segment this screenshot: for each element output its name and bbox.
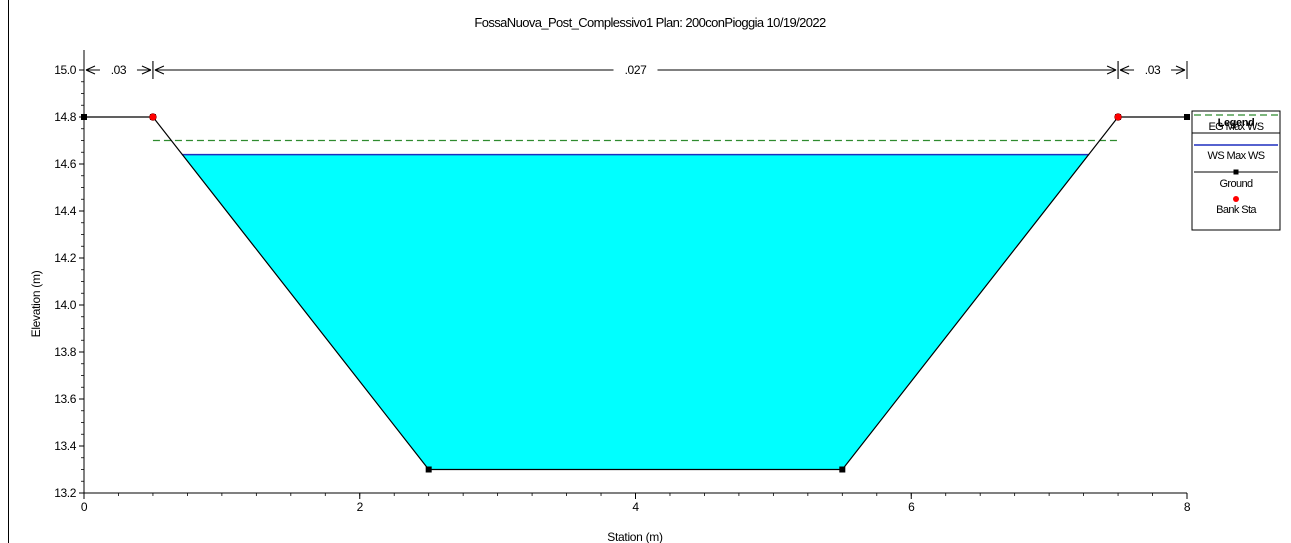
bank-station-marker [1114,113,1122,121]
x-tick-label: 2 [357,500,364,514]
bank-station-marker [149,113,157,121]
ground-line [84,116,1187,471]
legend-entry-label: WS Max WS [1208,150,1265,162]
legend-entry-label: EG Max WS [1208,121,1263,133]
y-tick-label: 14.4 [54,204,76,218]
manning-n-arrowhead [1119,65,1130,75]
legend-entry-label: Ground [1219,178,1253,190]
axes: 13.2 13.4 13.6 13.8 14.0 14.2 14.4 14.6 14.8 15.0… [54,50,1191,514]
manning-n-arrowhead [1106,65,1117,75]
manning-n-arrowhead [1175,65,1186,75]
y-tick-label: 13.6 [54,392,76,406]
y-tick-label: 13.2 [54,486,76,500]
water-fill [181,154,1090,470]
x-tick-label: 4 [632,500,639,514]
manning-n-arrowhead [85,65,96,75]
ground-point-marker [839,466,846,473]
ground-point-marker [1184,114,1190,120]
x-tick-label: 6 [908,500,915,514]
manning-n-label: .03 [1145,63,1161,77]
y-tick-label: 14.2 [54,251,76,265]
manning-n-arrowhead [154,65,165,75]
legend-entry-label: Bank Sta [1216,204,1257,216]
legend-swatch-marker [1233,196,1239,202]
x-tick-label: 8 [1184,500,1191,514]
y-tick-label: 13.4 [54,439,76,453]
chart-title: FossaNuova_Post_Complessivo1 Plan: 200co… [474,15,826,30]
y-tick-label: 15.0 [54,63,76,77]
manning-n-arrowhead [141,65,152,75]
manning-n-label: .027 [625,63,647,77]
y-tick-label: 14.6 [54,157,76,171]
y-axis-label: Elevation (m) [29,270,43,337]
x-axis-label: Station (m) [607,530,663,543]
y-tick-label: 14.0 [54,298,76,312]
manning-n-annotations: .03 .027 .03 [83,61,1188,79]
y-tick-label: 14.8 [54,110,76,124]
ground-point-marker [425,466,432,473]
legend-title: Legend [1218,117,1255,129]
x-tick-label: 0 [81,500,88,514]
plot-area [81,113,1190,473]
legend-swatch-marker [1233,169,1239,175]
manning-n-label: .03 [111,63,127,77]
y-tick-label: 13.8 [54,345,76,359]
